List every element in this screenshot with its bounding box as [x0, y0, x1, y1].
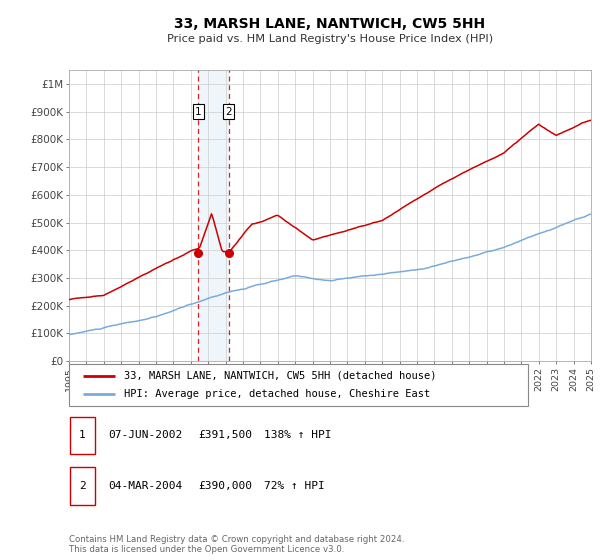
FancyBboxPatch shape [69, 364, 528, 406]
Text: 1: 1 [195, 106, 202, 116]
Text: 2: 2 [79, 481, 86, 491]
Text: Contains HM Land Registry data © Crown copyright and database right 2024.: Contains HM Land Registry data © Crown c… [69, 535, 404, 544]
Text: 33, MARSH LANE, NANTWICH, CW5 5HH: 33, MARSH LANE, NANTWICH, CW5 5HH [175, 16, 485, 30]
FancyBboxPatch shape [70, 417, 95, 454]
Text: £391,500: £391,500 [198, 431, 252, 440]
Text: This data is licensed under the Open Government Licence v3.0.: This data is licensed under the Open Gov… [69, 545, 344, 554]
Text: 33, MARSH LANE, NANTWICH, CW5 5HH (detached house): 33, MARSH LANE, NANTWICH, CW5 5HH (detac… [124, 371, 437, 381]
Text: Price paid vs. HM Land Registry's House Price Index (HPI): Price paid vs. HM Land Registry's House … [167, 34, 493, 44]
Text: HPI: Average price, detached house, Cheshire East: HPI: Average price, detached house, Ches… [124, 389, 430, 399]
Text: 07-JUN-2002: 07-JUN-2002 [108, 431, 182, 440]
Text: 2: 2 [225, 106, 232, 116]
Text: £390,000: £390,000 [198, 481, 252, 491]
FancyBboxPatch shape [70, 467, 95, 505]
Text: 138% ↑ HPI: 138% ↑ HPI [264, 431, 332, 440]
Bar [199, 70, 229, 361]
Text: 1: 1 [79, 431, 86, 440]
Text: 72% ↑ HPI: 72% ↑ HPI [264, 481, 325, 491]
Text: 04-MAR-2004: 04-MAR-2004 [108, 481, 182, 491]
